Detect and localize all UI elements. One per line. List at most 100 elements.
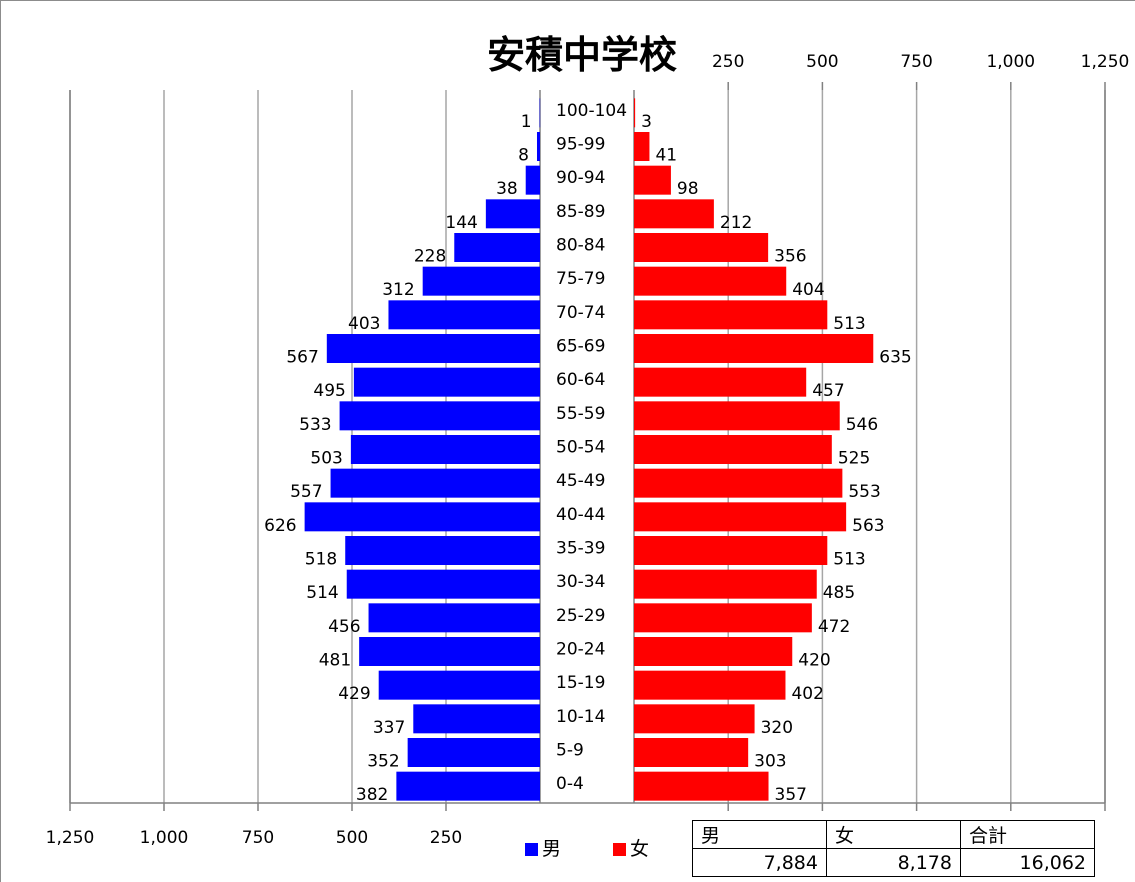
totals-header-row: 男 女 合計: [692, 820, 1095, 849]
male-bar: [539, 98, 541, 128]
male-bar: [413, 704, 540, 734]
female-value-label: 525: [838, 449, 870, 469]
age-group-label: 45-49: [556, 471, 605, 491]
male-value-label: 228: [414, 247, 446, 267]
top-tick-label: 250: [712, 52, 744, 72]
male-value-label: 312: [382, 280, 414, 300]
male-value-label: 495: [313, 381, 345, 401]
totals-value-male: 7,884: [692, 848, 827, 877]
female-bar: [634, 233, 769, 262]
male-bar: [485, 199, 540, 229]
age-group-label: 35-39: [556, 539, 605, 559]
age-group-label: 0-4: [556, 774, 584, 794]
male-bar: [396, 771, 540, 801]
top-tick-label: 1,000: [986, 52, 1035, 72]
female-value-label: 357: [775, 785, 807, 805]
male-bar: [454, 233, 540, 262]
bottom-tick-label: 1,250: [46, 828, 95, 848]
male-value-label: 514: [306, 583, 338, 603]
female-bar: [634, 670, 786, 700]
male-bar: [326, 334, 540, 363]
male-bar: [353, 367, 540, 397]
female-bar: [634, 536, 828, 565]
male-bar: [359, 637, 540, 666]
legend-label-male: 男: [542, 838, 562, 860]
age-group-label: 100-104: [556, 101, 627, 121]
male-bar: [422, 266, 540, 296]
age-group-label: 85-89: [556, 202, 605, 222]
female-bar: [634, 199, 714, 229]
female-value-label: 212: [720, 213, 752, 233]
female-value-label: 320: [761, 718, 793, 738]
male-value-label: 429: [338, 684, 370, 704]
bars: [304, 98, 874, 801]
bottom-tick-label: 750: [242, 828, 274, 848]
female-value-label: 402: [791, 684, 823, 704]
age-group-label: 80-84: [556, 236, 605, 256]
totals-header-female: 女: [826, 820, 961, 849]
male-bar: [345, 536, 540, 565]
female-bar: [634, 468, 843, 498]
female-value-label: 356: [774, 247, 806, 267]
age-group-label: 65-69: [556, 337, 605, 357]
female-bar: [634, 435, 832, 464]
age-group-label: 55-59: [556, 404, 605, 424]
male-bar: [350, 435, 540, 464]
male-bar: [378, 670, 540, 700]
male-bar: [339, 401, 540, 431]
female-value-label: 404: [792, 280, 824, 300]
age-group-label: 15-19: [556, 673, 605, 693]
age-group-label: 90-94: [556, 168, 605, 188]
male-value-label: 403: [348, 314, 380, 334]
bottom-tick-label: 1,000: [140, 828, 189, 848]
legend-swatch-male: [525, 843, 538, 856]
female-bar: [634, 637, 793, 666]
legend: 男 女: [525, 835, 665, 865]
legend-swatch-female: [613, 843, 626, 856]
age-group-label: 70-74: [556, 303, 605, 323]
female-bar: [634, 704, 755, 734]
female-bar: [634, 367, 807, 397]
totals-table: 男 女 合計 7,884 8,178 16,062: [692, 820, 1095, 877]
male-value-label: 456: [328, 617, 360, 637]
female-value-label: 513: [833, 550, 865, 570]
legend-label-female: 女: [630, 838, 650, 860]
female-value-label: 3: [641, 112, 652, 132]
male-value-label: 533: [299, 415, 331, 435]
age-group-label: 50-54: [556, 438, 605, 458]
top-tick-label: 1,250: [1081, 52, 1130, 72]
male-value-label: 503: [310, 449, 342, 469]
female-value-label: 41: [655, 146, 677, 166]
legend-item-female: 女: [613, 835, 649, 863]
bottom-tick-label: 500: [336, 828, 368, 848]
female-bar: [634, 771, 769, 801]
female-bar: [634, 300, 828, 330]
totals-value-female: 8,178: [826, 848, 961, 877]
female-value-label: 635: [879, 348, 911, 368]
male-value-label: 144: [445, 213, 477, 233]
age-group-label: 60-64: [556, 370, 605, 390]
age-group-label: 10-14: [556, 707, 605, 727]
totals-header-total: 合計: [960, 820, 1095, 849]
age-group-label: 5-9: [556, 741, 584, 761]
male-bar: [330, 468, 540, 498]
female-bar: [634, 266, 787, 296]
male-bar: [407, 738, 540, 767]
female-value-label: 513: [833, 314, 865, 334]
male-bar: [346, 569, 540, 599]
labels: 382 357 0-4 352 303 5-9 337 320 10-14 429 402 15-19…: [264, 101, 912, 805]
male-value-label: 352: [367, 752, 399, 772]
totals-header-male: 男: [692, 820, 827, 849]
male-bar: [525, 165, 540, 195]
male-bar: [388, 300, 540, 330]
female-value-label: 472: [818, 617, 850, 637]
chart-title: 安積中学校: [486, 33, 677, 77]
female-bar: [634, 738, 749, 767]
age-group-label: 25-29: [556, 606, 605, 626]
totals-value-row: 7,884 8,178 16,062: [692, 848, 1095, 877]
female-value-label: 485: [823, 583, 855, 603]
male-value-label: 567: [286, 348, 318, 368]
male-value-label: 557: [290, 482, 322, 502]
